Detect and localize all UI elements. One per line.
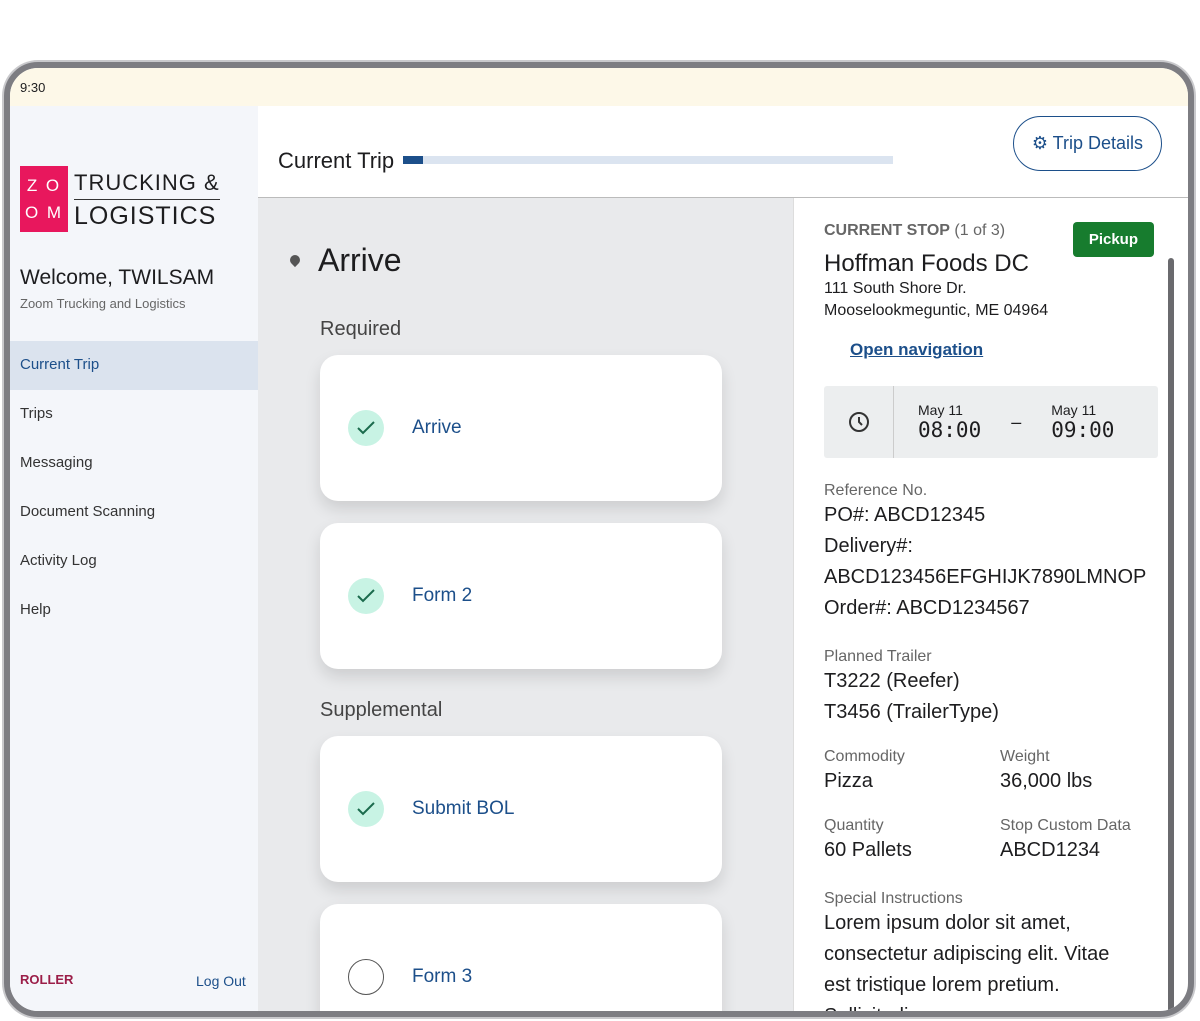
label: Reference No.	[824, 482, 928, 499]
label: Planned Trailer	[824, 648, 932, 665]
nav-item[interactable]: Help	[20, 601, 51, 618]
stop-label: CURRENT STOP	[824, 222, 950, 239]
window-end: May 11 09:00	[1051, 402, 1114, 442]
task-label: Form 2	[412, 585, 473, 606]
trailer-line: T3456 (TrailerType)	[824, 701, 999, 723]
groups: Required Arrive Form 2 Supplemental Submit B…	[258, 318, 722, 1011]
field: Weight 36,000 lbs	[1000, 748, 1160, 797]
field: Stop Custom Data ABCD1234	[1000, 817, 1160, 866]
status-icon	[348, 410, 384, 446]
scrollbar	[1168, 258, 1174, 1011]
field-label: Stop Custom Data	[1000, 817, 1131, 834]
clock	[848, 412, 869, 432]
reference: Reference No. PO#: ABCD12345 Delivery#: ABC…	[824, 482, 1158, 624]
time-window: May 11 08:00 – May 11 09:00	[824, 386, 1158, 458]
nav-item[interactable]: Document Scanning	[20, 503, 156, 520]
window-start: May 11 08:00	[918, 402, 981, 442]
sidebar: Z O O M TRUCKING & LOGISTICS Welcome, TWIL…	[10, 106, 258, 1011]
company: Zoom Trucking and Logistics	[20, 296, 186, 311]
reference-line: Order#: ABCD1234567	[824, 597, 1030, 619]
nav-item[interactable]: Messaging	[20, 454, 93, 471]
group-title: Supplemental	[320, 699, 443, 721]
field-value: 36,000 lbs	[1000, 770, 1093, 792]
label: Special Instructions	[824, 890, 963, 907]
header: Current Trip ⚙ Trip Details	[258, 106, 1188, 198]
task-label: Form 3	[412, 966, 473, 987]
field: Commodity Pizza	[824, 748, 1000, 797]
open-navigation[interactable]: Open navigation	[850, 340, 984, 359]
logo-mark-row: Z O	[26, 176, 62, 195]
date: May 11	[918, 402, 963, 418]
time: 08:00	[918, 418, 982, 442]
field-value: Pizza	[824, 770, 873, 792]
tablet: 9:30 Z O O M TRUCKING & LOGISTICS Welcome,…	[4, 62, 1194, 1017]
trailer: Planned Trailer T3222 (Reefer) T3456 (Trai…	[824, 648, 1158, 728]
field-label: Weight	[1000, 748, 1050, 765]
logo-name-row: LOGISTICS	[74, 201, 217, 230]
status-icon	[348, 578, 384, 614]
check	[357, 802, 375, 816]
field-label: Quantity	[824, 817, 884, 834]
logo-mark: Z O O M	[20, 166, 68, 232]
stop-count: (1 of 3)	[954, 222, 1006, 239]
progress-fill	[403, 156, 423, 164]
address-line: 111 South Shore Dr.	[824, 280, 967, 297]
task-card[interactable]: Form 3	[320, 904, 722, 1011]
status-bar: 9:30	[10, 68, 1188, 106]
logo-mark-row: O M	[24, 203, 64, 222]
badge: Pickup	[1072, 222, 1154, 257]
time: 9:30	[20, 80, 46, 95]
logout[interactable]: Log Out	[196, 973, 246, 989]
stop-panel: CURRENT STOP (1 of 3) Pickup Hoffman Foo…	[793, 198, 1188, 1011]
group-title: Required	[320, 318, 402, 340]
brand: ROLLER	[20, 972, 74, 987]
section-title: Arrive	[290, 242, 402, 279]
task-card[interactable]: Submit BOL	[320, 736, 722, 882]
trailer-line: T3222 (Reefer)	[824, 670, 960, 692]
fields: Commodity Pizza Weight 36,000 lbs Quantity 60…	[824, 748, 1158, 866]
welcome: Welcome, TWILSAM	[20, 266, 215, 289]
separator: –	[1011, 411, 1022, 432]
check	[357, 589, 375, 603]
task-label: Submit BOL	[412, 798, 515, 819]
nav-item[interactable]: Activity Log	[20, 552, 97, 569]
field-value: ABCD1234	[1000, 839, 1101, 861]
logo: Z O O M TRUCKING & LOGISTICS	[20, 166, 220, 232]
instructions: Special Instructions Lorem ipsum dolor si…	[824, 890, 1158, 1017]
reference-line: Delivery#:	[824, 535, 913, 557]
check	[357, 421, 375, 435]
stop-name: Hoffman Foods DC	[824, 250, 1029, 277]
task-list: Arrive Required Arrive Form 2 Supplemental S…	[258, 198, 793, 1011]
reference-line: ABCD123456EFGHIJK7890LMNOP	[824, 566, 1147, 588]
logo-name-row: TRUCKING &	[74, 167, 220, 200]
trip-details-button[interactable]: ⚙ Trip Details	[1012, 116, 1162, 171]
nav-item[interactable]: Trips	[20, 405, 53, 422]
address-line: Mooselookmeguntic, ME 04964	[824, 302, 1049, 319]
status-icon	[348, 791, 384, 827]
stop-heading: CURRENT STOP (1 of 3)	[824, 222, 1158, 240]
field: Quantity 60 Pallets	[824, 817, 1000, 866]
progress	[403, 156, 893, 164]
logo-name: TRUCKING & LOGISTICS	[74, 167, 220, 232]
status-icon	[348, 959, 384, 995]
date: May 11	[1051, 402, 1097, 418]
button-label: Trip Details	[1052, 133, 1143, 153]
task-label: Arrive	[412, 417, 462, 438]
time: 09:00	[1051, 418, 1115, 442]
header-title: Current Trip	[278, 148, 395, 173]
task-card[interactable]: Arrive	[320, 355, 722, 501]
nav: Current Trip Trips Messaging Document Scann…	[10, 341, 258, 635]
field-value: 60 Pallets	[824, 839, 912, 861]
nav-item[interactable]: Current Trip	[10, 341, 258, 390]
reference-line: PO#: ABCD12345	[824, 504, 986, 526]
field-label: Commodity	[824, 748, 905, 765]
instructions-text: Lorem ipsum dolor sit amet, consectetur …	[824, 912, 1110, 1017]
clock-icon	[824, 386, 894, 458]
task-card[interactable]: Form 2	[320, 523, 722, 669]
